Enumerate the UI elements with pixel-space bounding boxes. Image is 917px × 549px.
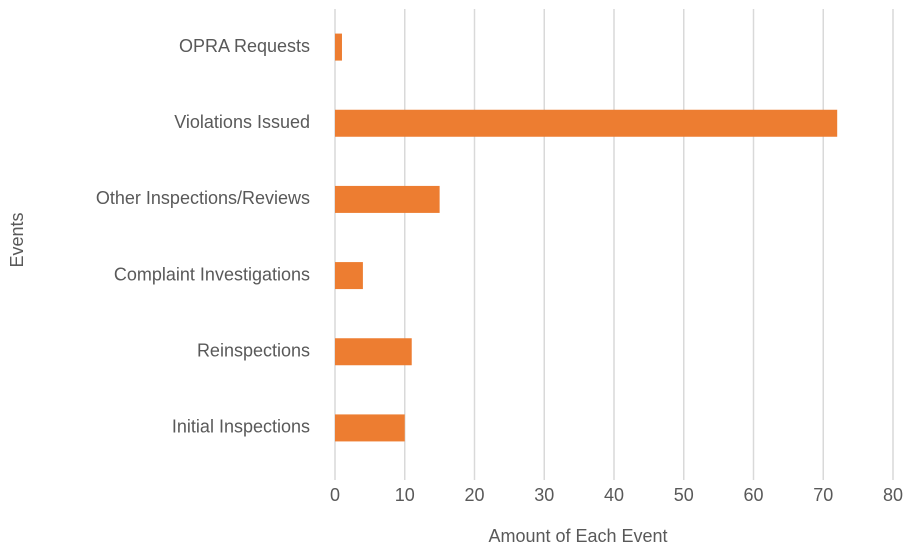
x-tick-label: 40 — [604, 485, 624, 505]
y-tick-label: Reinspections — [197, 341, 310, 361]
y-tick-label: Initial Inspections — [172, 417, 310, 437]
y-axis-label: Events — [7, 212, 27, 267]
y-tick-label: Violations Issued — [174, 112, 310, 132]
bar — [335, 33, 342, 61]
x-tick-label: 70 — [813, 485, 833, 505]
x-tick-label: 30 — [534, 485, 554, 505]
x-tick-label: 0 — [330, 485, 340, 505]
x-tick-label: 80 — [883, 485, 903, 505]
bar — [335, 185, 440, 213]
bar — [335, 109, 838, 137]
bar — [335, 338, 412, 366]
y-tick-label: OPRA Requests — [179, 36, 310, 56]
x-tick-label: 10 — [395, 485, 415, 505]
x-axis-label: Amount of Each Event — [488, 526, 667, 546]
x-tick-label: 60 — [743, 485, 763, 505]
bar — [335, 414, 405, 442]
y-tick-label: Complaint Investigations — [114, 264, 310, 284]
bar — [335, 262, 363, 290]
x-tick-label: 20 — [464, 485, 484, 505]
x-tick-label: 50 — [674, 485, 694, 505]
y-tick-label: Other Inspections/Reviews — [96, 188, 310, 208]
